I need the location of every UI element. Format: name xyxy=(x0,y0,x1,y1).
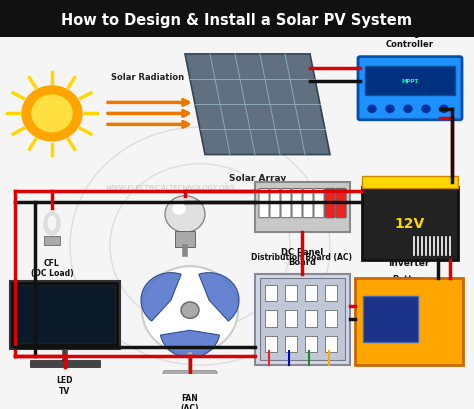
FancyBboxPatch shape xyxy=(285,310,297,327)
FancyBboxPatch shape xyxy=(30,361,100,367)
FancyBboxPatch shape xyxy=(44,236,60,245)
Text: MPPT: MPPT xyxy=(401,79,419,84)
Circle shape xyxy=(142,267,238,354)
Circle shape xyxy=(404,106,412,113)
Text: Solar Array: Solar Array xyxy=(229,173,287,182)
FancyBboxPatch shape xyxy=(305,285,317,301)
FancyBboxPatch shape xyxy=(325,189,335,218)
FancyBboxPatch shape xyxy=(363,297,418,342)
FancyBboxPatch shape xyxy=(362,187,458,260)
FancyBboxPatch shape xyxy=(325,336,337,353)
Circle shape xyxy=(173,204,185,215)
FancyBboxPatch shape xyxy=(325,310,337,327)
FancyBboxPatch shape xyxy=(15,286,115,343)
Text: How to Design & Install a Solar PV System: How to Design & Install a Solar PV Syste… xyxy=(62,13,412,27)
FancyBboxPatch shape xyxy=(265,285,277,301)
FancyBboxPatch shape xyxy=(365,67,455,96)
Text: CFL
(DC Load): CFL (DC Load) xyxy=(31,258,73,278)
FancyBboxPatch shape xyxy=(355,279,463,365)
FancyBboxPatch shape xyxy=(305,336,317,353)
FancyBboxPatch shape xyxy=(0,0,474,38)
FancyBboxPatch shape xyxy=(255,182,350,233)
FancyBboxPatch shape xyxy=(325,285,337,301)
FancyBboxPatch shape xyxy=(358,58,462,121)
Circle shape xyxy=(181,302,199,319)
Circle shape xyxy=(22,87,82,142)
FancyBboxPatch shape xyxy=(265,310,277,327)
FancyBboxPatch shape xyxy=(336,189,346,218)
Text: WWW.ELECTRICALTECHNOLOGY.ORG: WWW.ELECTRICALTECHNOLOGY.ORG xyxy=(105,184,235,190)
FancyBboxPatch shape xyxy=(362,176,458,188)
FancyBboxPatch shape xyxy=(255,274,350,365)
Text: 12V: 12V xyxy=(395,217,425,231)
Text: Charge
Controller: Charge Controller xyxy=(386,29,434,48)
Polygon shape xyxy=(185,55,330,155)
FancyBboxPatch shape xyxy=(285,285,297,301)
FancyBboxPatch shape xyxy=(305,310,317,327)
Wedge shape xyxy=(141,273,181,321)
Text: Inverter: Inverter xyxy=(388,258,430,267)
Text: Battery
Bank: Battery Bank xyxy=(392,275,428,294)
Wedge shape xyxy=(199,273,239,321)
FancyBboxPatch shape xyxy=(163,371,217,383)
FancyBboxPatch shape xyxy=(260,279,345,361)
Circle shape xyxy=(368,106,376,113)
FancyBboxPatch shape xyxy=(175,231,195,247)
FancyBboxPatch shape xyxy=(10,281,120,350)
Circle shape xyxy=(440,106,448,113)
FancyBboxPatch shape xyxy=(292,189,302,218)
FancyBboxPatch shape xyxy=(270,189,280,218)
Text: FAN
(AC): FAN (AC) xyxy=(181,393,199,409)
Text: LED
(DC Load): LED (DC Load) xyxy=(164,267,206,287)
FancyBboxPatch shape xyxy=(314,189,324,218)
FancyBboxPatch shape xyxy=(336,189,346,218)
Text: DC Panel
Board: DC Panel Board xyxy=(281,247,323,267)
FancyBboxPatch shape xyxy=(303,189,313,218)
FancyBboxPatch shape xyxy=(259,189,269,218)
Text: LED
TV: LED TV xyxy=(57,375,73,395)
Wedge shape xyxy=(161,330,219,358)
Circle shape xyxy=(32,96,72,133)
FancyBboxPatch shape xyxy=(265,336,277,353)
Circle shape xyxy=(422,106,430,113)
FancyBboxPatch shape xyxy=(281,189,291,218)
Text: Distribution Board (AC): Distribution Board (AC) xyxy=(252,252,353,261)
Text: Solar Radiation: Solar Radiation xyxy=(111,73,184,82)
FancyBboxPatch shape xyxy=(285,336,297,353)
FancyBboxPatch shape xyxy=(325,189,335,218)
Circle shape xyxy=(165,196,205,233)
Circle shape xyxy=(386,106,394,113)
